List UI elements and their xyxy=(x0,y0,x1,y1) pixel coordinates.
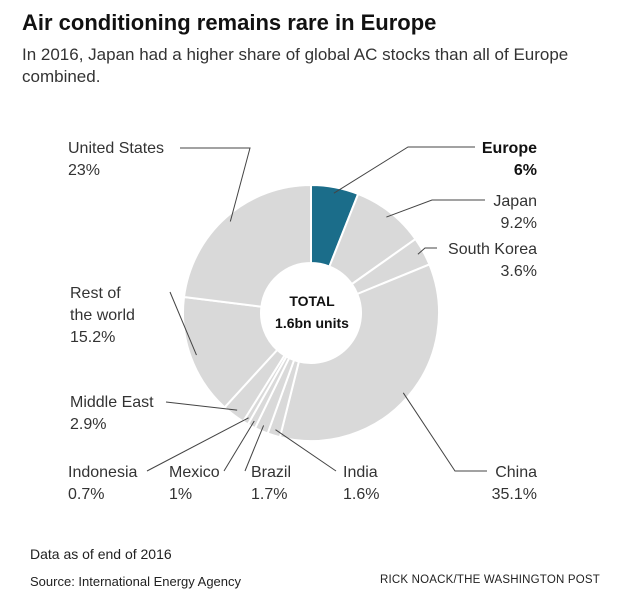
leader-mexico xyxy=(223,420,255,472)
label-rest-of-world-line2: the world xyxy=(70,307,135,324)
label-middle-east-value: 2.9% xyxy=(70,416,106,433)
label-india-name: India xyxy=(343,464,378,481)
label-indonesia-name: Indonesia xyxy=(68,464,137,481)
label-india-value: 1.6% xyxy=(343,486,379,503)
label-japan-name: Japan xyxy=(493,193,537,210)
label-united-states-value: 23% xyxy=(68,162,100,179)
center-total-label: TOTAL xyxy=(289,293,335,309)
label-united-states-name: United States xyxy=(68,140,164,157)
chart-subtitle: In 2016, Japan had a higher share of glo… xyxy=(22,45,569,86)
leader-indonesia xyxy=(146,417,249,472)
leader-south-korea xyxy=(417,247,437,255)
label-indonesia-value: 0.7% xyxy=(68,486,104,503)
label-brazil-value: 1.7% xyxy=(251,486,287,503)
label-europe-value: 6% xyxy=(514,162,537,179)
credit-line: RICK NOACK/THE WASHINGTON POST xyxy=(379,574,600,586)
data-note: Data as of end of 2016 xyxy=(30,546,172,562)
center-total-value: 1.6bn units xyxy=(275,315,349,331)
label-rest-of-world-value: 15.2% xyxy=(70,329,115,346)
leader-united-states xyxy=(180,147,251,222)
label-middle-east-name: Middle East xyxy=(70,394,154,411)
leader-brazil xyxy=(244,425,265,472)
label-china-name: China xyxy=(495,464,537,481)
chart-title: Air conditioning remains rare in Europe xyxy=(22,10,437,35)
label-rest-of-world-line1: Rest of xyxy=(70,285,121,302)
source-note: Source: International Energy Agency xyxy=(30,574,242,589)
label-europe-name: Europe xyxy=(482,140,537,157)
label-japan-value: 9.2% xyxy=(501,215,537,232)
label-mexico-name: Mexico xyxy=(169,464,220,481)
slice-united-states xyxy=(182,183,312,308)
slices-group xyxy=(182,183,440,442)
leader-india xyxy=(275,429,337,472)
leader-japan xyxy=(386,199,485,218)
leader-china xyxy=(402,392,487,472)
leader-europe xyxy=(333,146,475,194)
label-china-value: 35.1% xyxy=(492,486,537,503)
leader-middle-east xyxy=(165,401,238,411)
leader-lines-group xyxy=(146,146,487,472)
label-south-korea-name: South Korea xyxy=(448,241,537,258)
label-brazil-name: Brazil xyxy=(251,464,291,481)
slice-china xyxy=(278,263,440,442)
label-mexico-value: 1% xyxy=(169,486,192,503)
label-south-korea-value: 3.6% xyxy=(501,263,537,280)
leader-rest-of-the-world xyxy=(169,291,197,356)
